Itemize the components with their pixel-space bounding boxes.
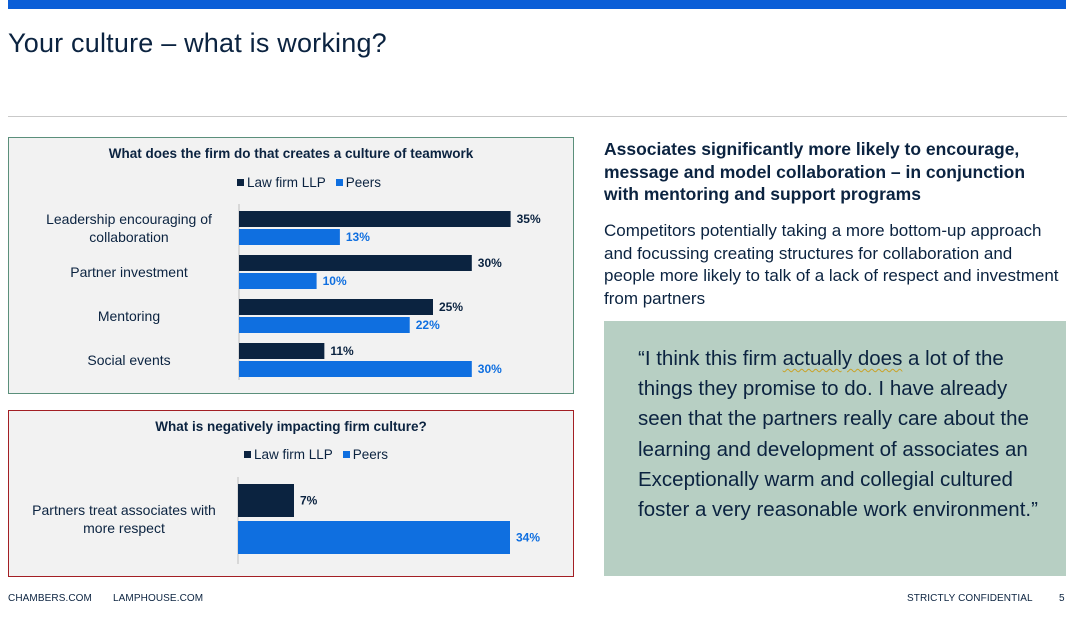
legend-swatch: [342, 451, 350, 458]
bar-peers: [239, 229, 340, 245]
data-label: 30%: [478, 256, 502, 270]
key-finding-headline: Associates significantly more likely to …: [604, 139, 1026, 204]
data-label: 11%: [330, 344, 354, 358]
key-finding-body: Competitors potentially taking a more bo…: [604, 221, 1059, 308]
legend-swatch: [335, 179, 343, 186]
bar-law-firm: [239, 255, 472, 271]
quote-box: “I think this firm actually does a lot o…: [604, 321, 1066, 576]
bar-law-firm: [239, 299, 433, 315]
chart-legend: Law firm LLP Peers: [244, 447, 388, 462]
bar-peers: [239, 273, 317, 289]
chart-legend: Law firm LLP Peers: [237, 175, 381, 190]
legend-label: Law firm LLP: [254, 447, 333, 462]
legend-label: Law firm LLP: [247, 175, 326, 190]
footer-site-lamphouse: LAMPHOUSE.COM: [113, 593, 204, 604]
data-label: 10%: [323, 274, 347, 288]
data-label: 13%: [346, 230, 370, 244]
associate-quote: “I think this firm actually does a lot o…: [638, 344, 1048, 525]
legend-item-peers: Peers: [335, 175, 382, 190]
category-label: collaboration: [89, 229, 168, 245]
title-divider: [8, 116, 1067, 117]
legend-item-peers: Peers: [342, 447, 389, 462]
legend-swatch: [244, 451, 251, 458]
teamwork-bar-chart: Leadership encouraging of collaboration 35…: [46, 204, 541, 380]
category-label: Leadership encouraging of: [46, 211, 212, 227]
category-label: Partner investment: [70, 264, 188, 280]
legend-item-law-firm: Law firm LLP: [237, 175, 326, 190]
data-label: 22%: [416, 318, 440, 332]
data-label: 34%: [516, 531, 540, 545]
legend-swatch: [237, 179, 244, 186]
bar-law-firm: [238, 484, 294, 517]
bar-law-firm: [239, 343, 325, 359]
page-number: 5: [1059, 593, 1065, 604]
category-label: Social events: [87, 352, 170, 368]
data-label: 30%: [478, 362, 502, 376]
data-label: 7%: [300, 494, 318, 508]
teamwork-chart-panel: What does the firm do that creates a cul…: [8, 137, 574, 394]
negative-culture-chart-panel: What is negatively impacting firm cultur…: [8, 410, 574, 577]
chart-title: What does the firm do that creates a cul…: [108, 146, 474, 161]
page-title: Your culture – what is working?: [8, 28, 387, 58]
quote-highlighted-phrase: actually does: [782, 347, 903, 370]
legend-label: Peers: [345, 175, 382, 190]
category-label: more respect: [83, 520, 165, 536]
quote-text-start: “I think this firm: [638, 347, 783, 370]
bar-peers: [239, 361, 472, 377]
bar-peers: [239, 317, 410, 333]
bar-law-firm: [239, 211, 511, 227]
top-accent-bar: [8, 0, 1066, 9]
footer-site-chambers: CHAMBERS.COM: [8, 593, 92, 604]
category-label: Mentoring: [98, 308, 160, 324]
data-label: 25%: [439, 300, 463, 314]
quote-text-end: a lot of the things they promise to do. …: [638, 347, 1038, 522]
chart-title: What is negatively impacting firm cultur…: [155, 419, 427, 434]
category-label: Partners treat associates with: [32, 502, 216, 518]
data-label: 35%: [517, 212, 541, 226]
legend-label: Peers: [352, 447, 389, 462]
negative-culture-bar-chart: Partners treat associates with more respe…: [32, 477, 540, 564]
footer-confidential: STRICTLY CONFIDENTIAL: [907, 593, 1033, 604]
legend-item-law-firm: Law firm LLP: [244, 447, 333, 462]
bar-peers: [238, 521, 510, 554]
